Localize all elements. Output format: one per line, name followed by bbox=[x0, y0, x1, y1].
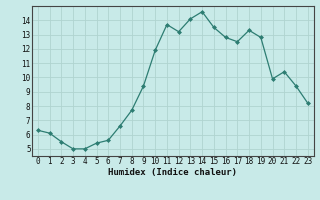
X-axis label: Humidex (Indice chaleur): Humidex (Indice chaleur) bbox=[108, 168, 237, 177]
